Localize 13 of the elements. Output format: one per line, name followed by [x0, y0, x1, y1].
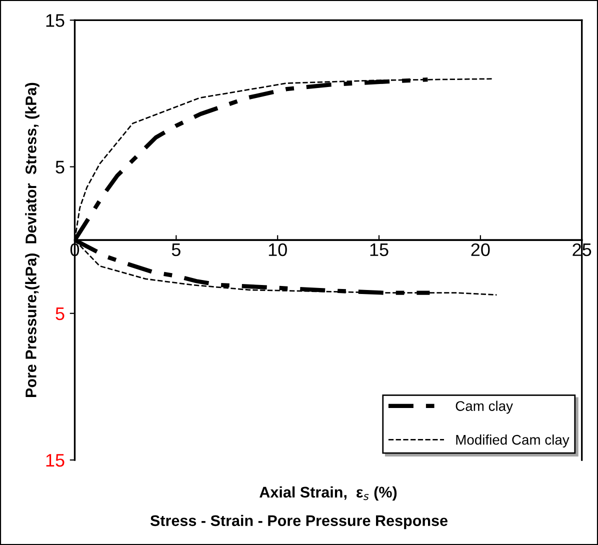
y-tick-label: 15	[46, 454, 64, 467]
x-tick-label: 5	[172, 244, 180, 256]
y-tick-label: 15	[46, 14, 64, 27]
x-tick-label: 20	[471, 243, 490, 256]
y-tick-label: 5	[56, 307, 64, 320]
y-axis-title: Pore Pressure,(kPa) Deviator Stress, (kPa)	[25, 82, 40, 397]
x-tick-label: 15	[370, 244, 388, 256]
y-tick-label: 5	[56, 160, 64, 174]
legend-label: Cam clay	[456, 400, 513, 414]
x-axis-title: Axial Strain, ε$_{s}$ (%)	[260, 486, 397, 501]
text: Stress - Strain - Pore Pressure Response	[150, 514, 448, 530]
x-tick-label: 10	[268, 243, 287, 256]
legend-label: Modified Cam clay	[456, 434, 570, 448]
